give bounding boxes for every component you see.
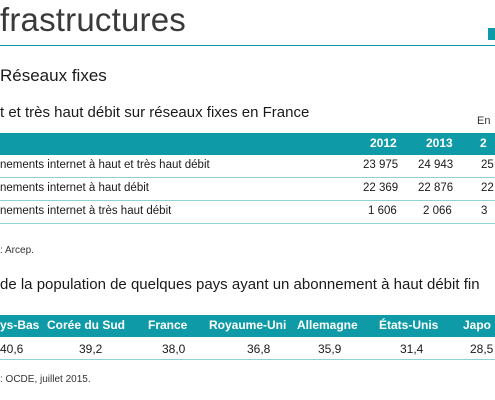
table2-header-row: ys-Bas Corée du Sud France Royaume-Uni A…: [0, 315, 495, 337]
table1-header-row: 2012 2013 2: [0, 133, 495, 155]
table-row: nements internet à haut et très haut déb…: [0, 155, 495, 178]
cell-value: 38,0: [162, 342, 186, 356]
cell-value: 23 975: [363, 159, 399, 171]
cell-value: 39,2: [79, 342, 103, 356]
cell-value: 3: [481, 205, 488, 217]
cell-value: 40,6: [0, 342, 24, 356]
table2-header-coree-du-sud: Corée du Sud: [47, 318, 126, 332]
cell-value: 22 369: [363, 182, 399, 194]
table2-subtitle: de la population de quelques pays ayant …: [0, 276, 480, 293]
row-label: nements internet à très haut débit: [0, 205, 172, 217]
table-row: nements internet à haut débit 22 369 22 …: [0, 178, 495, 201]
table2-header-royaume-uni: Royaume-Uni: [209, 318, 287, 332]
table1-unit: En: [477, 115, 491, 127]
table2-header-pays-bas: ys-Bas: [0, 318, 40, 332]
table2-header-allemagne: Allemagne: [297, 318, 358, 332]
cell-value: 28,5: [470, 342, 494, 356]
row-label: nements internet à haut débit: [0, 182, 149, 194]
table1-header-2014: 2: [480, 136, 487, 150]
row-label: nements internet à haut et très haut déb…: [0, 159, 210, 171]
cell-value: 2 066: [423, 205, 452, 217]
cell-value: 36,8: [247, 342, 271, 356]
cell-value: 31,4: [400, 342, 424, 356]
cell-value: 35,9: [318, 342, 342, 356]
title-rule: [0, 45, 495, 46]
table2-header-france: France: [148, 318, 188, 332]
cell-value: 25: [481, 159, 494, 171]
table2-source: : OCDE, juillet 2015.: [0, 374, 91, 385]
table2-header-japon: Japo: [463, 318, 492, 332]
table1-subtitle: t et très haut débit sur réseaux fixes e…: [0, 104, 310, 121]
table1-source: : Arcep.: [0, 245, 34, 256]
table-row: 40,6 39,2 38,0 36,8 35,9 31,4 28,5: [0, 337, 495, 360]
table1-header-2013: 2013: [426, 136, 453, 150]
table1-header-2012: 2012: [370, 136, 397, 150]
table2-header-etats-unis: États-Unis: [379, 318, 439, 332]
cell-value: 1 606: [368, 205, 397, 217]
title-accent-bar: [488, 28, 495, 40]
page-title: frastructures: [0, 1, 186, 38]
cell-value: 24 943: [418, 159, 454, 171]
table-row: nements internet à très haut débit 1 606…: [0, 201, 495, 224]
section-heading: Réseaux fixes: [0, 66, 107, 85]
cell-value: 22 876: [418, 182, 454, 194]
cell-value: 22: [481, 182, 494, 194]
